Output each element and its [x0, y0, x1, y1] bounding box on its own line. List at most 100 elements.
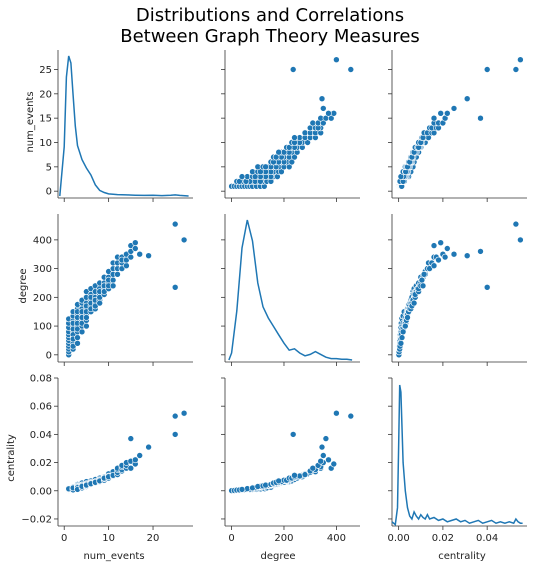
scatter-point [114, 270, 121, 278]
scatter-point [430, 242, 438, 249]
scatter-point [318, 95, 326, 102]
scatter-point [132, 245, 139, 252]
panel-degree-vs-degree [221, 214, 360, 366]
scatter-point [322, 435, 330, 442]
scatter-point [171, 220, 179, 228]
y-tick-label-centrality: −0.02 [21, 514, 52, 525]
scatter-point [309, 464, 317, 472]
y-tick-label-degree: 300 [33, 264, 52, 275]
scatter-point [262, 163, 269, 171]
scatter-point [275, 477, 283, 485]
scatter-point [83, 314, 90, 321]
y-tick-label-centrality: 0.06 [30, 402, 52, 413]
scatter-point [109, 282, 117, 290]
scatter-point [333, 409, 340, 417]
scatter-point [450, 105, 458, 112]
x-tick-label-num_events: 20 [147, 533, 160, 544]
scatter-point [347, 66, 355, 73]
scatter-point [145, 252, 152, 259]
panel-num_events-vs-num_events: 0 5 10 15 20 25 [39, 50, 193, 202]
y-tick-label-num_events: 10 [39, 138, 52, 149]
scatter-point [430, 262, 438, 270]
x-tick-label-degree: 200 [274, 533, 293, 544]
kde-curve-degree [228, 219, 353, 361]
scatter-point [420, 270, 428, 278]
scatter-point [180, 236, 188, 244]
y-tick-label-num_events: 25 [39, 65, 52, 76]
figure-title-line-2: Between Graph Theory Measures [120, 26, 420, 47]
scatter-point [275, 148, 283, 156]
scatter-point [132, 239, 139, 246]
kde-curve-num_events [59, 55, 189, 197]
scatter-point [399, 328, 407, 336]
x-tick-label-degree: 400 [327, 533, 346, 544]
scatter-point [333, 56, 340, 64]
scatter-point [127, 464, 135, 472]
scatter-point [419, 282, 427, 290]
scatter-point [171, 431, 179, 438]
x-axis-label-degree: degree [260, 551, 295, 562]
axis-labels: num_events degree centrality num_events … [6, 91, 486, 562]
scatter-point [96, 299, 103, 307]
scatter-point [74, 334, 81, 341]
scatter-point [180, 409, 188, 417]
scatter-point [136, 250, 143, 258]
scatter-point [136, 452, 143, 459]
panel-degree-vs-centrality [388, 214, 527, 366]
scatter-point [127, 435, 135, 442]
scatter-point [437, 239, 445, 246]
y-tick-label-centrality: 0.04 [30, 430, 52, 441]
x-tick-label-degree: 0 [228, 533, 234, 544]
panel-num_events-vs-centrality [388, 50, 527, 202]
scatter-point [443, 110, 451, 117]
scatter-point [171, 283, 179, 291]
scatter-point [450, 250, 458, 258]
panel-num_events-vs-degree [221, 50, 360, 202]
scatter-point [463, 95, 471, 102]
y-tick-label-num_events: 15 [39, 114, 52, 125]
x-tick-label-num_events: 0 [61, 533, 67, 544]
scatter-point [318, 443, 326, 451]
scatter-point [418, 276, 426, 284]
y-tick-label-num_events: 5 [46, 162, 52, 173]
scatter-point [398, 334, 406, 341]
scatter-point [401, 322, 409, 330]
x-axis-label-centrality: centrality [438, 551, 486, 562]
panel-centrality-vs-num_events: 0 10 20 −0.02 0.00 0.02 0.04 0.06 0.08 [21, 374, 193, 544]
scatter-point [289, 66, 297, 73]
scatter-point [347, 412, 355, 420]
y-tick-label-degree: 200 [33, 293, 52, 304]
scatter-point [127, 253, 135, 261]
kde-curve-centrality [391, 384, 523, 527]
x-tick-label-centrality: 0.02 [432, 533, 454, 544]
scatter-point [123, 262, 130, 270]
panel-centrality-vs-degree: 0 200 400 [221, 377, 360, 544]
scatter-point [171, 412, 179, 420]
scatter-point [477, 248, 484, 255]
y-tick-label-degree: 0 [46, 350, 52, 361]
scatter-point [289, 431, 297, 438]
scatter-point [145, 443, 152, 451]
x-tick-label-num_events: 10 [102, 533, 115, 544]
scatter-point [238, 173, 246, 180]
scatter-point [291, 471, 298, 479]
y-axis-label-num-events: num_events [25, 91, 36, 152]
scatter-point [435, 256, 442, 264]
scatter-point [410, 299, 418, 307]
scatter-point [483, 283, 491, 291]
x-tick-label-centrality: 0.04 [476, 533, 498, 544]
x-axis-label-num-events: num_events [83, 551, 144, 562]
x-tick-label-centrality: 0.00 [388, 533, 410, 544]
figure-title-line-1: Distributions and Correlations [136, 5, 404, 26]
scatter-point [325, 456, 332, 464]
scatter-point [483, 66, 491, 73]
scatter-point [109, 276, 117, 284]
y-tick-label-num_events: 20 [39, 89, 52, 100]
scatter-point [512, 66, 520, 73]
y-tick-label-centrality: 0.00 [30, 486, 52, 497]
scatter-point [512, 220, 520, 228]
scatter-point [517, 236, 524, 244]
scatter-point [443, 245, 451, 252]
